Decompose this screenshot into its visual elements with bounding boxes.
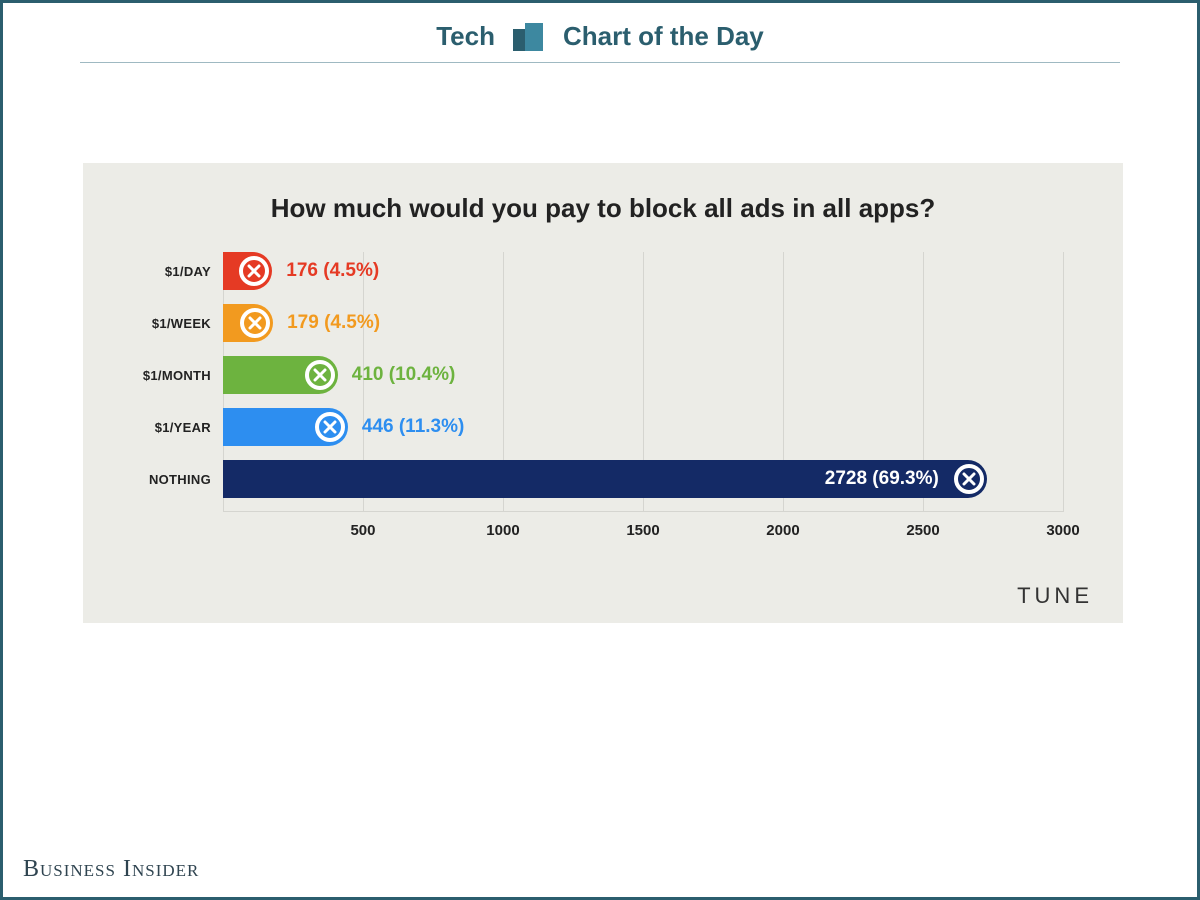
x-tick-label: 1500 bbox=[626, 522, 659, 539]
close-icon bbox=[240, 308, 270, 338]
chart-title: How much would you pay to block all ads … bbox=[113, 193, 1093, 224]
bar: 2728 (69.3%) bbox=[223, 460, 987, 498]
bar-row: $1/WEEK179 (4.5%) bbox=[223, 304, 1063, 342]
x-tick-label: 2500 bbox=[906, 522, 939, 539]
footer-brand: Business Insider bbox=[23, 856, 199, 883]
bar-chart-icon bbox=[511, 23, 547, 51]
x-tick-label: 2000 bbox=[766, 522, 799, 539]
bar-category-label: $1/YEAR bbox=[113, 420, 223, 435]
x-axis: 50010001500200025003000 bbox=[223, 512, 1063, 552]
bar-category-label: $1/DAY bbox=[113, 264, 223, 279]
plot-area: $1/DAY176 (4.5%) $1/WEEK179 (4.5%) $1/MONT… bbox=[223, 252, 1063, 512]
bar-value-label: 446 (11.3%) bbox=[362, 416, 464, 438]
source-logo: TUNE bbox=[1017, 583, 1093, 609]
gridline bbox=[1063, 252, 1064, 512]
bar-value-label: 179 (4.5%) bbox=[287, 312, 380, 334]
bar-value-label: 410 (10.4%) bbox=[352, 364, 456, 386]
chart-plot: $1/DAY176 (4.5%)$1/WEEK179 (4.5%)$1/MONT… bbox=[113, 252, 1093, 552]
close-icon bbox=[315, 412, 345, 442]
x-tick-label: 500 bbox=[350, 522, 375, 539]
close-icon bbox=[239, 256, 269, 286]
bar bbox=[223, 304, 273, 342]
chart-panel: How much would you pay to block all ads … bbox=[83, 163, 1123, 623]
header-title: Tech Chart of the Day bbox=[3, 21, 1197, 52]
header: Tech Chart of the Day bbox=[3, 3, 1197, 73]
bar bbox=[223, 252, 272, 290]
bar-category-label: $1/MONTH bbox=[113, 368, 223, 383]
close-icon bbox=[305, 360, 335, 390]
bar-category-label: NOTHING bbox=[113, 472, 223, 487]
bar-value-label: 2728 (69.3%) bbox=[825, 468, 939, 490]
close-icon bbox=[954, 464, 984, 494]
bar-row: NOTHING2728 (69.3%) bbox=[223, 460, 1063, 498]
bar-category-label: $1/WEEK bbox=[113, 316, 223, 331]
bar-row: $1/YEAR446 (11.3%) bbox=[223, 408, 1063, 446]
header-divider bbox=[80, 62, 1120, 63]
card-frame: Tech Chart of the Day How much would you… bbox=[0, 0, 1200, 900]
header-left-text: Tech bbox=[436, 21, 495, 52]
bar-row: $1/MONTH410 (10.4%) bbox=[223, 356, 1063, 394]
x-tick-label: 1000 bbox=[486, 522, 519, 539]
bar-value-label: 176 (4.5%) bbox=[286, 260, 379, 282]
bar-row: $1/DAY176 (4.5%) bbox=[223, 252, 1063, 290]
x-tick-label: 3000 bbox=[1046, 522, 1079, 539]
bar bbox=[223, 408, 348, 446]
bar bbox=[223, 356, 338, 394]
header-right-text: Chart of the Day bbox=[563, 21, 764, 52]
